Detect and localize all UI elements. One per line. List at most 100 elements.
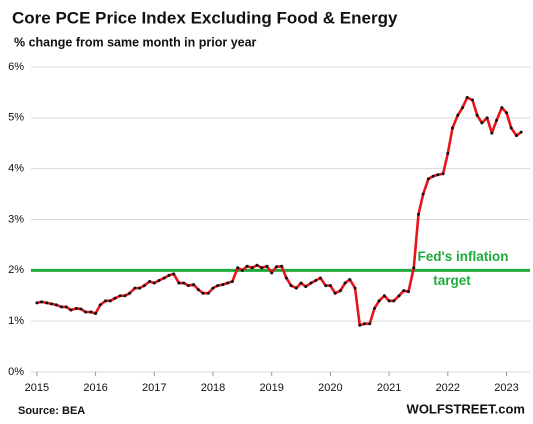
data-point xyxy=(485,116,489,120)
data-point xyxy=(460,106,464,110)
data-point xyxy=(416,212,420,216)
data-point xyxy=(412,266,416,270)
data-point xyxy=(123,294,127,298)
source: Source: BEA xyxy=(18,405,85,417)
data-point xyxy=(250,266,254,270)
data-point xyxy=(500,106,504,110)
data-point xyxy=(226,281,230,285)
data-point xyxy=(402,289,406,293)
data-point xyxy=(328,284,332,288)
data-point xyxy=(221,283,225,287)
data-point xyxy=(446,151,450,155)
data-point xyxy=(382,294,386,298)
data-point xyxy=(309,281,313,285)
x-tick-label: 2016 xyxy=(83,382,107,394)
data-point xyxy=(451,126,455,130)
data-point xyxy=(318,276,322,280)
data-point xyxy=(192,283,196,287)
data-point xyxy=(201,291,205,295)
y-tick-label: 3% xyxy=(8,213,24,225)
data-point xyxy=(465,96,469,99)
data-point xyxy=(436,173,440,177)
data-point xyxy=(45,301,49,305)
brand: WOLFSTREET.com xyxy=(407,401,525,416)
data-point xyxy=(299,281,303,285)
data-point xyxy=(245,264,249,268)
data-point xyxy=(387,299,391,303)
data-point xyxy=(177,281,181,285)
data-point xyxy=(324,284,328,288)
data-point xyxy=(274,265,278,269)
data-point xyxy=(118,294,122,298)
data-point xyxy=(152,281,156,285)
data-point xyxy=(69,308,73,312)
data-point xyxy=(392,299,396,303)
data-point xyxy=(304,285,308,289)
data-point xyxy=(230,280,234,284)
x-tick-label: 2020 xyxy=(318,382,342,394)
data-point xyxy=(98,303,102,307)
data-point xyxy=(505,111,509,115)
chart-subtitle: % change from same month in prior year xyxy=(14,35,257,49)
data-point xyxy=(167,273,171,277)
data-point xyxy=(426,177,430,181)
data-line xyxy=(36,96,522,327)
data-point xyxy=(362,322,366,326)
data-point xyxy=(480,121,484,125)
data-point xyxy=(456,113,460,117)
data-point xyxy=(196,288,200,292)
data-point xyxy=(206,291,210,295)
data-point xyxy=(182,281,186,285)
data-point xyxy=(338,289,342,293)
data-point xyxy=(35,301,39,305)
data-point xyxy=(74,306,78,310)
data-point xyxy=(240,268,244,272)
data-point xyxy=(84,310,88,314)
data-point xyxy=(314,279,318,282)
data-point xyxy=(255,263,259,267)
data-point xyxy=(431,174,435,178)
data-point xyxy=(148,280,152,284)
data-point xyxy=(270,271,274,275)
data-point xyxy=(284,276,288,280)
data-point xyxy=(216,284,220,288)
data-point xyxy=(519,130,523,134)
data-point xyxy=(60,305,64,309)
data-point xyxy=(236,266,240,270)
y-tick-label: 4% xyxy=(8,163,24,175)
data-point xyxy=(138,286,142,290)
data-point xyxy=(94,312,98,316)
data-point xyxy=(89,310,93,314)
y-tick-label: 0% xyxy=(8,366,24,378)
data-point xyxy=(142,284,146,288)
data-point xyxy=(353,286,357,290)
data-point xyxy=(172,272,176,276)
data-point xyxy=(358,323,362,327)
data-point xyxy=(64,305,68,309)
data-point xyxy=(104,299,108,303)
data-point xyxy=(368,322,372,326)
data-point xyxy=(133,286,137,290)
data-point xyxy=(40,300,44,304)
data-point xyxy=(211,286,215,290)
data-point xyxy=(128,291,132,295)
annotation: Fed's inflation xyxy=(418,249,509,264)
data-point xyxy=(113,296,117,300)
data-point xyxy=(79,307,83,311)
data-point xyxy=(108,299,112,303)
x-tick-label: 2022 xyxy=(436,382,460,394)
data-point xyxy=(289,284,293,288)
data-point xyxy=(50,302,54,306)
data-point xyxy=(406,290,410,294)
chart-title: Core PCE Price Index Excluding Food & En… xyxy=(12,8,398,27)
data-point xyxy=(186,284,190,288)
data-point xyxy=(397,294,401,298)
data-point xyxy=(348,277,352,281)
data-point xyxy=(260,266,264,270)
y-tick-label: 5% xyxy=(8,112,24,124)
data-point xyxy=(514,134,518,138)
data-point xyxy=(372,306,376,310)
data-point xyxy=(54,303,58,307)
